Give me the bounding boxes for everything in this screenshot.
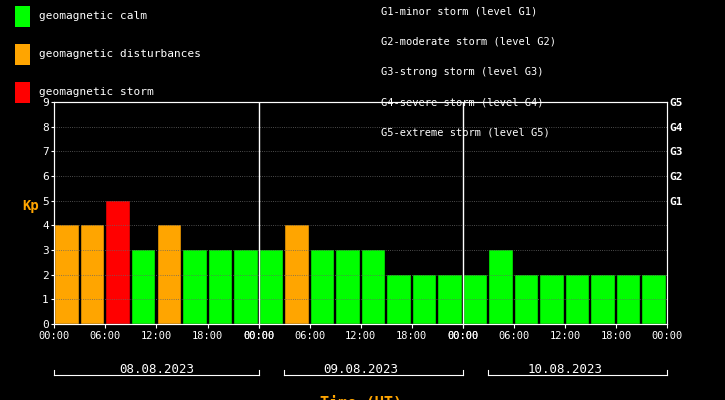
Text: G2-moderate storm (level G2): G2-moderate storm (level G2): [381, 36, 555, 46]
Bar: [55, 225, 79, 324]
Bar: [260, 250, 283, 324]
Bar: [209, 250, 232, 324]
Bar: [387, 275, 411, 324]
Bar: [285, 225, 309, 324]
Y-axis label: Kp: Kp: [22, 199, 39, 213]
Text: geomagnetic calm: geomagnetic calm: [39, 12, 147, 22]
Bar: [489, 250, 513, 324]
Text: 09.08.2023: 09.08.2023: [323, 364, 398, 376]
Bar: [642, 275, 666, 324]
Bar: [336, 250, 360, 324]
Text: geomagnetic disturbances: geomagnetic disturbances: [39, 49, 201, 59]
Bar: [107, 201, 130, 324]
Bar: [540, 275, 564, 324]
Text: G3-strong storm (level G3): G3-strong storm (level G3): [381, 67, 543, 77]
Bar: [413, 275, 436, 324]
Text: G4-severe storm (level G4): G4-severe storm (level G4): [381, 97, 543, 107]
Bar: [81, 225, 104, 324]
Bar: [617, 275, 640, 324]
Bar: [234, 250, 257, 324]
Bar: [183, 250, 207, 324]
Text: 08.08.2023: 08.08.2023: [119, 364, 194, 376]
Text: 10.08.2023: 10.08.2023: [527, 364, 602, 376]
Bar: [362, 250, 385, 324]
Bar: [566, 275, 589, 324]
Text: G5-extreme storm (level G5): G5-extreme storm (level G5): [381, 128, 550, 138]
Bar: [464, 275, 487, 324]
Text: Time (UT): Time (UT): [320, 396, 402, 400]
Bar: [515, 275, 539, 324]
Text: G1-minor storm (level G1): G1-minor storm (level G1): [381, 6, 537, 16]
Bar: [439, 275, 462, 324]
Bar: [592, 275, 615, 324]
Text: geomagnetic storm: geomagnetic storm: [39, 88, 154, 98]
Bar: [310, 250, 334, 324]
Bar: [132, 250, 155, 324]
Bar: [157, 225, 181, 324]
